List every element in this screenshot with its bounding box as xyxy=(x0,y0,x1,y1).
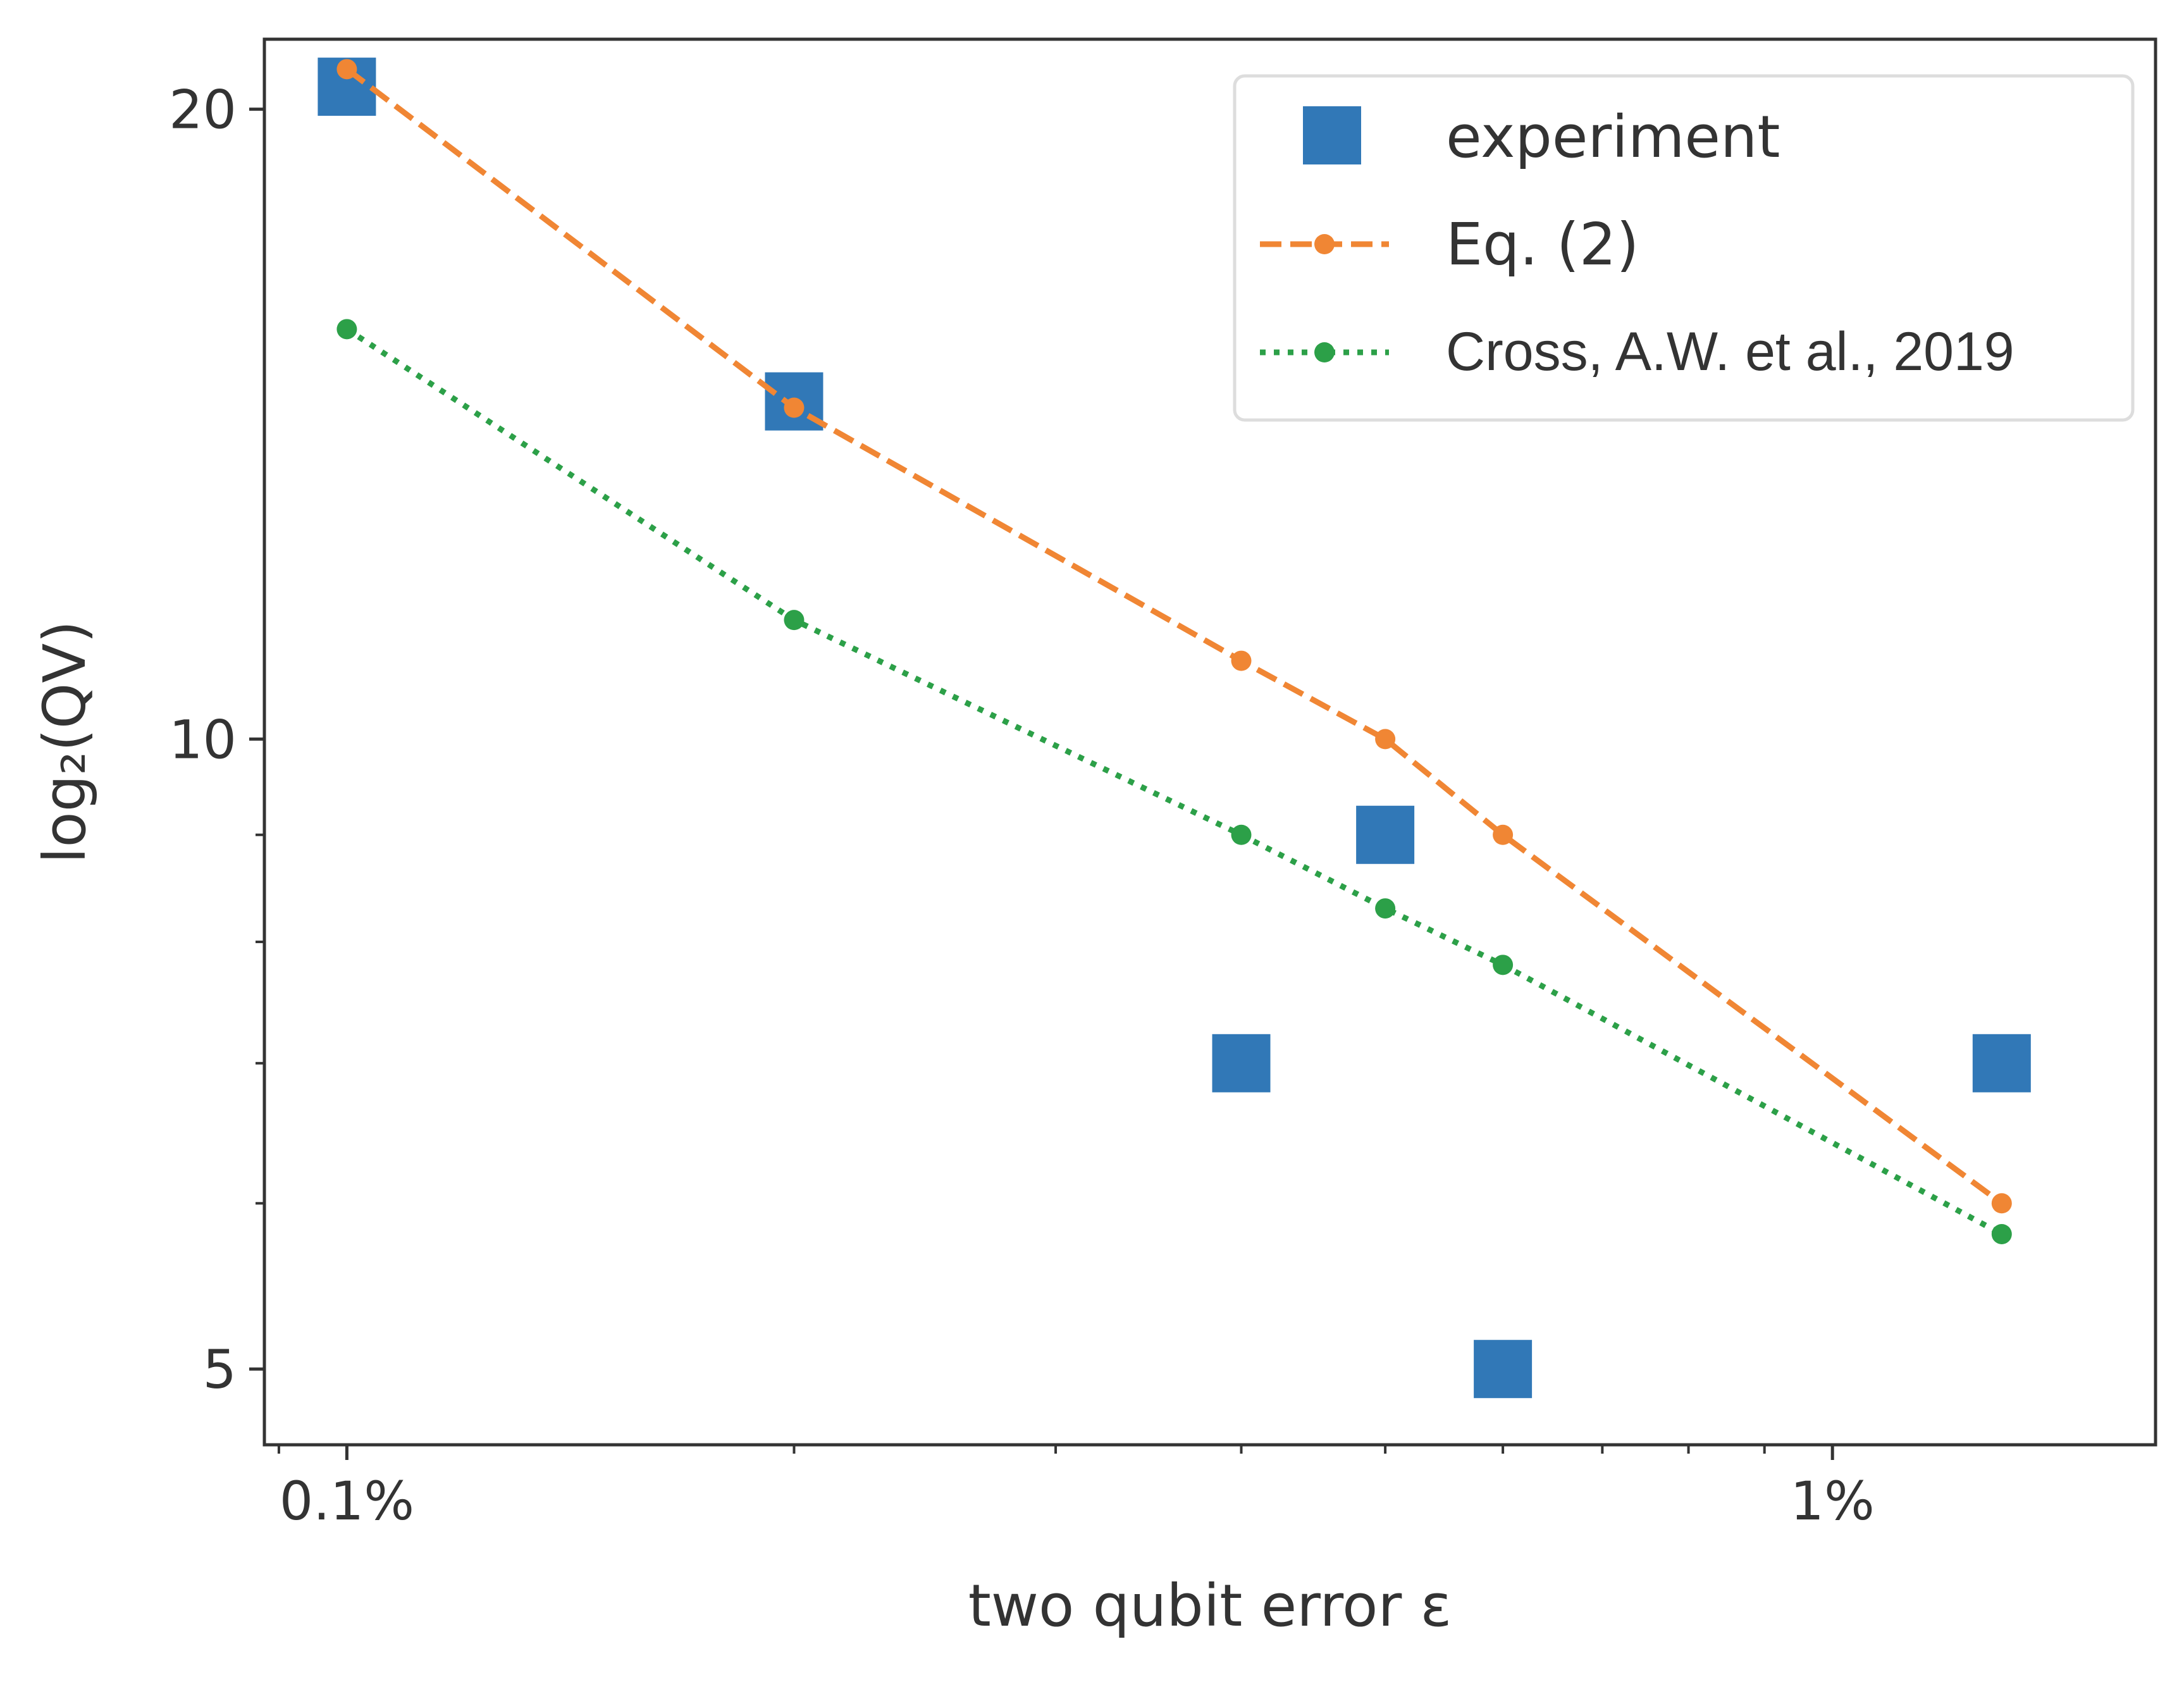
legend-cross-label: Cross, A.W. et al., 2019 xyxy=(1446,321,2014,382)
experiment-marker xyxy=(1972,1034,2031,1092)
plot-area xyxy=(318,58,2031,1399)
eq2-marker xyxy=(1991,1193,2012,1214)
eq2-line xyxy=(345,66,2004,1206)
y-tick-label: 5 xyxy=(203,1339,237,1401)
legend-box xyxy=(1233,74,2135,422)
axis-ticks: 0.1% 1% 5 10 20 xyxy=(169,79,1875,1532)
cross-2019-marker xyxy=(784,610,805,631)
x-tick-label: 0.1% xyxy=(280,1470,414,1532)
cross-2019-marker xyxy=(1991,1223,2012,1244)
y-axis-label: log₂(QV) xyxy=(31,621,99,863)
experiment-marker xyxy=(1212,1034,1271,1092)
legend-experiment-marker xyxy=(1303,106,1361,164)
x-tick-label: 1% xyxy=(1791,1470,1875,1532)
y-tick-label: 10 xyxy=(169,708,237,770)
eq2-marker xyxy=(784,397,805,418)
eq2-marker xyxy=(1375,729,1396,750)
legend-experiment-label: experiment xyxy=(1446,103,1780,171)
x-axis-label: two qubit error ε xyxy=(968,1572,1452,1640)
cross-2019-marker xyxy=(336,319,357,340)
legend: experiment Eq. (2) Cross, A.W. et al., 2… xyxy=(1233,74,2135,422)
cross-2019-marker xyxy=(1231,824,1252,845)
cross-2019-marker xyxy=(1493,955,1514,975)
legend-eq2-label: Eq. (2) xyxy=(1446,211,1639,278)
eq2-marker xyxy=(1493,824,1514,845)
eq2-marker xyxy=(1231,650,1252,671)
experiment-marker xyxy=(1356,805,1415,864)
experiment-marker xyxy=(1474,1340,1533,1399)
y-tick-label: 20 xyxy=(169,79,237,141)
legend-cross-marker xyxy=(1314,342,1335,362)
eq2-marker xyxy=(336,59,357,80)
cross-2019-marker xyxy=(1375,898,1396,919)
axes-frame xyxy=(262,37,2157,1447)
legend-eq2-marker xyxy=(1314,234,1335,254)
